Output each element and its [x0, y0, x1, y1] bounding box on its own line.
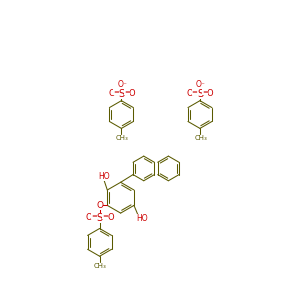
Text: =: =	[113, 89, 119, 95]
Text: O: O	[207, 89, 213, 98]
Text: =: =	[102, 213, 108, 219]
Text: O⁻: O⁻	[117, 80, 127, 89]
Text: CH₃: CH₃	[94, 263, 107, 269]
Text: =: =	[202, 89, 208, 95]
Text: O: O	[108, 89, 115, 98]
Text: S: S	[197, 89, 203, 99]
Text: S: S	[97, 213, 103, 223]
Text: CH₃: CH₃	[116, 135, 129, 141]
Text: HO: HO	[136, 214, 148, 223]
Text: =: =	[192, 89, 197, 95]
Text: HO: HO	[98, 172, 110, 181]
Text: O: O	[107, 213, 114, 222]
Text: CH₃: CH₃	[194, 135, 207, 141]
Text: O: O	[96, 201, 103, 210]
Text: =: =	[91, 213, 97, 219]
Text: O: O	[85, 213, 92, 222]
Text: O: O	[128, 89, 135, 98]
Text: S: S	[118, 89, 124, 99]
Text: =: =	[124, 89, 130, 95]
Text: O⁻: O⁻	[196, 80, 206, 89]
Text: O: O	[187, 89, 193, 98]
